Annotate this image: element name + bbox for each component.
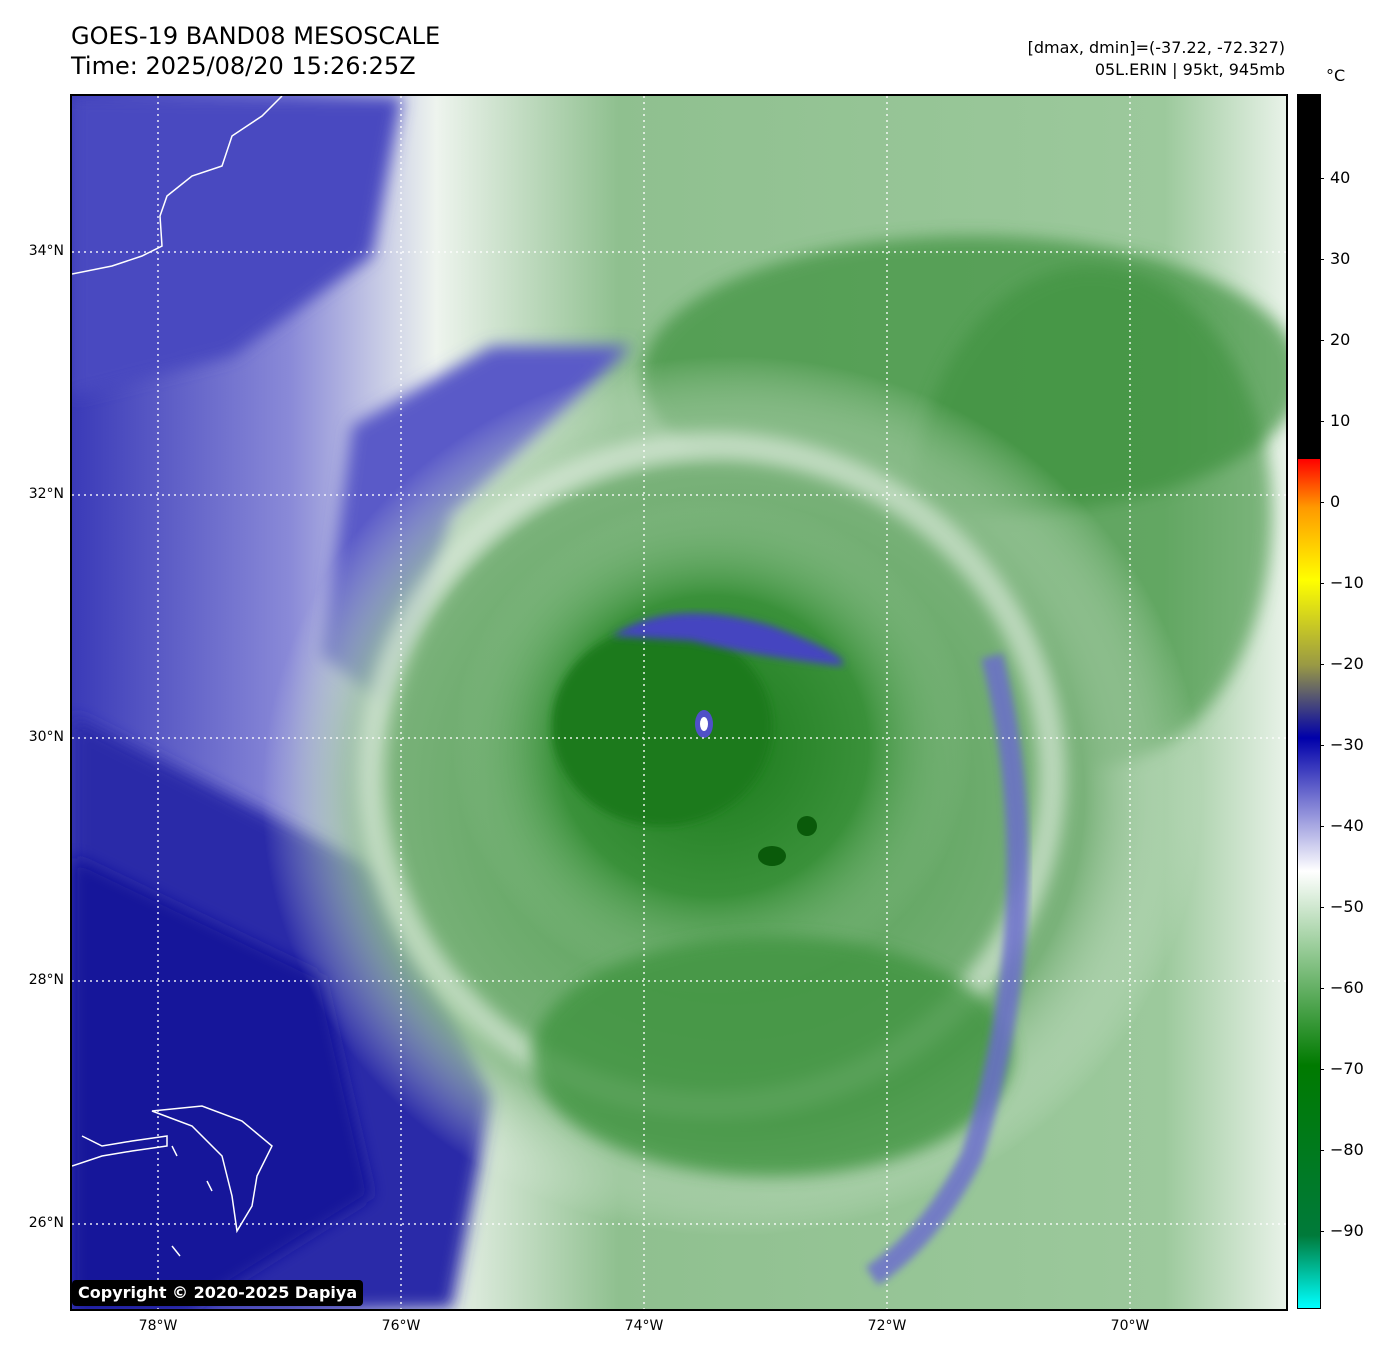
colorbar-tick-mark xyxy=(1320,745,1324,746)
colorbar-tick-label: −10 xyxy=(1330,573,1364,592)
data-range-text: [dmax, dmin]=(-37.22, -72.327) xyxy=(1027,38,1285,57)
colorbar-tick-label: 0 xyxy=(1330,492,1341,511)
graticule xyxy=(72,96,1286,1309)
colorbar-tick-label: 30 xyxy=(1330,249,1351,268)
colorbar-tick-mark xyxy=(1320,340,1324,341)
colorbar-tick-label: −80 xyxy=(1330,1140,1364,1159)
lon-label-76w: 76°W xyxy=(381,1318,421,1334)
colorbar-tick-mark xyxy=(1320,502,1324,503)
colorbar-tick-mark xyxy=(1320,664,1324,665)
colorbar-tick-label: −20 xyxy=(1330,654,1364,673)
map-time: Time: 2025/08/20 15:26:25Z xyxy=(71,52,416,80)
satellite-imagery xyxy=(72,96,1286,1309)
colorbar-unit: °C xyxy=(1326,66,1346,85)
colorbar-tick-label: −90 xyxy=(1330,1221,1364,1240)
colorbar-tick-mark xyxy=(1320,583,1324,584)
colorbar-tick-mark xyxy=(1320,1231,1324,1232)
lat-label-32n: 32°N xyxy=(28,486,64,502)
colorbar-tick-label: −60 xyxy=(1330,978,1364,997)
colorbar-tick-mark xyxy=(1320,1150,1324,1151)
colorbar-tick-mark xyxy=(1320,421,1324,422)
colorbar xyxy=(1297,94,1321,1309)
colorbar-tick-mark xyxy=(1320,259,1324,260)
colorbar-tick-mark xyxy=(1320,1069,1324,1070)
lat-label-30n: 30°N xyxy=(28,729,64,745)
colorbar-tick-label: −70 xyxy=(1330,1059,1364,1078)
colorbar-tick-mark xyxy=(1320,907,1324,908)
lat-label-34n: 34°N xyxy=(28,243,64,259)
lon-label-78w: 78°W xyxy=(138,1318,178,1334)
colorbar-tick-label: 40 xyxy=(1330,168,1351,187)
coastline xyxy=(72,96,283,1257)
colorbar-tick-label: −40 xyxy=(1330,816,1364,835)
colorbar-tick-label: −30 xyxy=(1330,735,1364,754)
colorbar-tick-label: −50 xyxy=(1330,897,1364,916)
map-title: GOES-19 BAND08 MESOSCALE xyxy=(71,22,441,50)
lat-label-28n: 28°N xyxy=(28,972,64,988)
colorbar-tick-mark xyxy=(1320,988,1324,989)
lat-label-26n: 26°N xyxy=(28,1215,64,1231)
colorbar-tick-mark xyxy=(1320,178,1324,179)
colorbar-tick-label: 10 xyxy=(1330,411,1351,430)
lon-label-70w: 70°W xyxy=(1110,1318,1150,1334)
lon-label-74w: 74°W xyxy=(624,1318,664,1334)
satellite-map xyxy=(70,94,1288,1311)
lon-label-72w: 72°W xyxy=(867,1318,907,1334)
colorbar-tick-mark xyxy=(1320,826,1324,827)
colorbar-tick-label: 20 xyxy=(1330,330,1351,349)
storm-info-text: 05L.ERIN | 95kt, 945mb xyxy=(1094,60,1285,79)
copyright-badge: Copyright © 2020-2025 Dapiya xyxy=(72,1280,364,1306)
